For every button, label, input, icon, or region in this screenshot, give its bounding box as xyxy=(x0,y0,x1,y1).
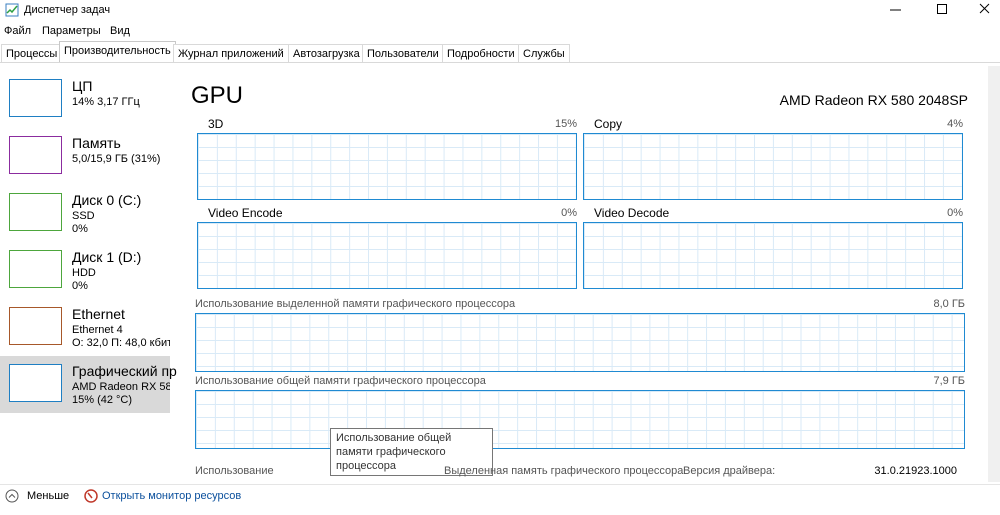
memory-label: Использование выделенной памяти графичес… xyxy=(195,298,516,310)
window-controls[interactable] xyxy=(880,0,1000,20)
memory-graph xyxy=(195,390,965,449)
scrollbar[interactable] xyxy=(988,66,1000,482)
sidebar-thumbnail[interactable] xyxy=(9,79,62,117)
memory-graph xyxy=(195,313,965,372)
memory-value: 8,0 ГБ xyxy=(933,298,965,310)
tab[interactable]: Автозагрузка xyxy=(288,44,365,62)
memory-label: Использование общей памяти графического … xyxy=(195,375,486,387)
sidebar-thumbnail[interactable] xyxy=(9,250,62,288)
tab-divider xyxy=(0,62,1000,63)
sidebar-item-detail: Ethernet 4 xyxy=(72,324,123,336)
engine-graph xyxy=(583,133,963,200)
resource-monitor-link[interactable]: Открыть монитор ресурсов xyxy=(102,490,242,502)
sidebar-item-name[interactable]: Графический пр xyxy=(72,363,177,379)
sidebar-item-name[interactable]: ЦП xyxy=(72,78,93,94)
engine-value: 0% xyxy=(561,207,577,219)
gpu-title: GPU xyxy=(191,82,244,109)
sidebar-item-name[interactable]: Диск 0 (C:) xyxy=(72,192,142,208)
sidebar-item-detail: 0% xyxy=(72,280,88,292)
footer-divider xyxy=(0,484,1000,485)
sidebar-item-detail: 5,0/15,9 ГБ (31%) xyxy=(72,153,161,165)
monitor-icon[interactable] xyxy=(84,489,98,503)
sidebar-item-detail: 14% 3,17 ГГц xyxy=(72,96,140,108)
sidebar-item-detail: HDD xyxy=(72,267,96,279)
sidebar-item-name[interactable]: Диск 1 (D:) xyxy=(72,249,142,265)
menu-item[interactable]: Файл xyxy=(4,25,32,37)
engine-value: 15% xyxy=(554,118,577,130)
sidebar-item-detail: О: 32,0 П: 48,0 кбит/ xyxy=(72,337,170,349)
memory-value: 7,9 ГБ xyxy=(933,375,965,387)
engine-graph xyxy=(197,222,577,289)
stat-usage-label: Использование xyxy=(195,465,274,477)
tab[interactable]: Пользователи xyxy=(362,44,444,62)
driver-label: Версия драйвера: xyxy=(683,465,776,477)
less-button[interactable]: Меньше xyxy=(27,490,70,502)
tab[interactable]: Производительность xyxy=(59,41,176,63)
engine-graph xyxy=(197,133,577,200)
sidebar-item-detail: 0% xyxy=(72,223,88,235)
tab[interactable]: Процессы xyxy=(1,44,63,62)
window-title: Диспетчер задач xyxy=(24,4,111,16)
sidebar-item-detail: SSD xyxy=(72,210,95,222)
sidebar-thumbnail[interactable] xyxy=(9,136,62,174)
sidebar-thumbnail[interactable] xyxy=(9,364,62,402)
engine-name[interactable]: Video Decode xyxy=(594,206,670,220)
tooltip: Использование общей памяти графического … xyxy=(330,428,493,476)
engine-value: 4% xyxy=(947,118,963,130)
sidebar-item-detail: 15% (42 °C) xyxy=(72,394,133,406)
tab[interactable]: Службы xyxy=(518,44,570,62)
less-icon[interactable] xyxy=(5,489,19,503)
engine-name[interactable]: Copy xyxy=(594,117,623,131)
sidebar-thumbnail[interactable] xyxy=(9,193,62,231)
app-icon xyxy=(5,3,19,17)
stat-dedicated-label: Выделенная память графического процессор… xyxy=(444,465,684,477)
sidebar-item-name[interactable]: Ethernet xyxy=(72,306,125,322)
engine-graph xyxy=(583,222,963,289)
engine-name[interactable]: 3D xyxy=(208,117,224,131)
driver-value: 31.0.21923.1000 xyxy=(874,465,957,477)
tab[interactable]: Журнал приложений xyxy=(173,44,289,62)
engine-name[interactable]: Video Encode xyxy=(208,206,283,220)
menu-item[interactable]: Вид xyxy=(110,25,130,37)
sidebar-item-detail: AMD Radeon RX 580 xyxy=(72,381,170,393)
sidebar-thumbnail[interactable] xyxy=(9,307,62,345)
menu-item[interactable]: Параметры xyxy=(42,25,101,37)
tab[interactable]: Подробности xyxy=(442,44,520,62)
sidebar-item-name[interactable]: Память xyxy=(72,135,121,151)
adapter-name: AMD Radeon RX 580 2048SP xyxy=(779,92,968,108)
engine-value: 0% xyxy=(947,207,963,219)
